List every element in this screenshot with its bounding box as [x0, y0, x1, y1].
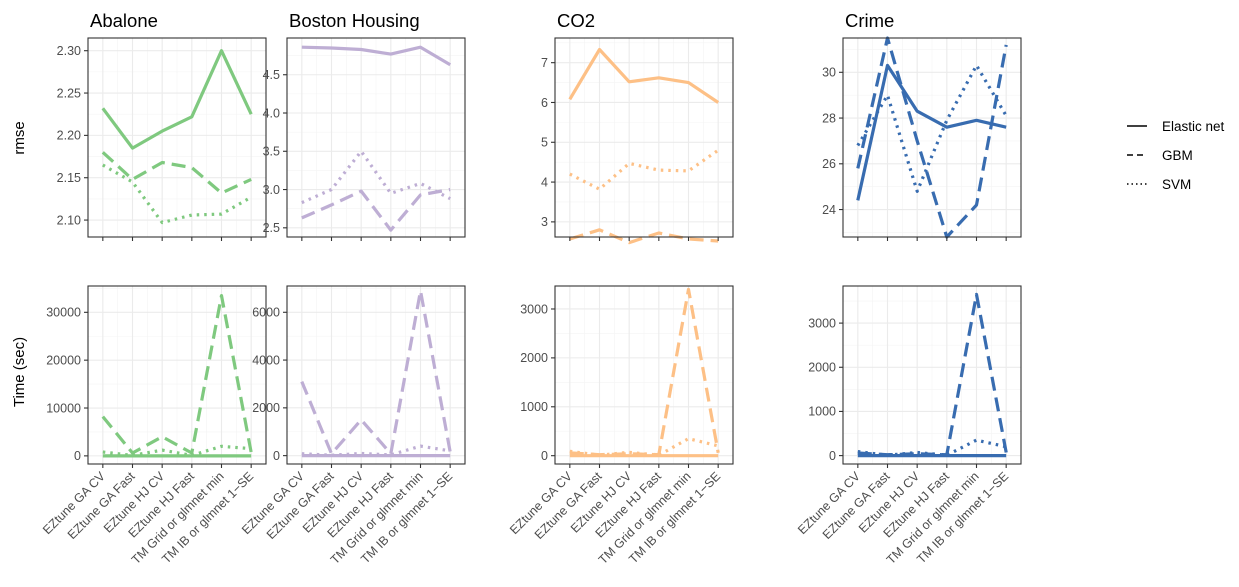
panel-border — [286, 37, 466, 238]
y-tick-label: 0 — [541, 449, 548, 463]
y-tick-label: 4.5 — [263, 68, 280, 82]
panel-border — [554, 285, 734, 465]
legend-item-elastic-net: Elastic net — [1127, 119, 1225, 134]
y-tick-label: 4 — [541, 175, 548, 189]
y-tick-label: 4000 — [252, 353, 280, 367]
series-line-crime-rmse-svm — [856, 63, 1008, 193]
panel-co2-time: 0 1000 2000 3000 — [520, 285, 734, 468]
panel-border — [87, 37, 267, 238]
facet-title-crime: Crime — [845, 10, 894, 31]
panel-border — [554, 37, 734, 238]
series-line-boston-housing-time-svm — [301, 444, 451, 457]
y-tick-label: 4.0 — [263, 106, 280, 120]
facet-strip-titles: Abalone Boston Housing CO2 Crime — [90, 10, 894, 31]
y-tick-label: 0 — [273, 449, 280, 463]
panel-abalone-time: 0 10000 20000 30000 — [46, 285, 267, 468]
y-tick-label: 0 — [74, 449, 81, 463]
panel-border — [842, 37, 1022, 238]
y-tick-label: 3 — [541, 215, 548, 229]
y-tick-label: 20000 — [46, 353, 81, 367]
series-line-abalone-rmse-elastic-net — [101, 49, 253, 150]
legend-item-gbm: GBM — [1127, 148, 1193, 163]
series-line-abalone-time-svm — [102, 444, 252, 457]
y-tick-label: 2000 — [252, 401, 280, 415]
y-axis-title-time: Time (sec) — [11, 337, 28, 407]
legend-label: SVM — [1162, 177, 1191, 192]
y-tick-label: 2000 — [520, 351, 548, 365]
y-tick-label: 1000 — [808, 405, 836, 419]
series-line-crime-time-svm — [857, 438, 1007, 457]
y-tick-label: 2.25 — [57, 86, 81, 100]
panel-border — [842, 285, 1022, 465]
y-tick-label: 30000 — [46, 306, 81, 320]
y-tick-label: 2.30 — [57, 44, 81, 58]
y-tick-label: 3000 — [520, 302, 548, 316]
y-tick-label: 2.20 — [57, 129, 81, 143]
y-axis-title-rmse: rmse — [11, 121, 28, 154]
series-line-crime-rmse-gbm — [856, 36, 1008, 239]
series-line-boston-housing-rmse-elastic-net — [301, 45, 452, 67]
panel-border — [286, 285, 466, 465]
legend-label: GBM — [1162, 148, 1193, 163]
facet-panels: 2.102.152.202.252.3001000020000300002.53… — [46, 36, 1022, 468]
panel-boston-housing-rmse: 2.5 3.0 3.5 4.0 4.5 — [263, 37, 466, 241]
y-tick-label: 28 — [822, 111, 836, 125]
y-tick-label: 24 — [822, 203, 836, 217]
legend-label: Elastic net — [1162, 119, 1225, 134]
y-tick-label: 3.0 — [263, 183, 280, 197]
y-tick-label: 0 — [829, 449, 836, 463]
y-tick-label: 2000 — [808, 361, 836, 375]
facet-title-boston-housing: Boston Housing — [289, 10, 420, 31]
facet-title-abalone: Abalone — [90, 10, 158, 31]
series-line-co2-rmse-elastic-net — [568, 47, 720, 104]
y-tick-label: 2.5 — [263, 221, 280, 235]
y-tick-label: 26 — [822, 157, 836, 171]
series-line-boston-housing-rmse-gbm — [301, 187, 451, 232]
y-tick-label: 30 — [822, 66, 836, 80]
y-tick-label: 3.5 — [263, 145, 280, 159]
series-line-abalone-rmse-gbm — [101, 151, 252, 195]
legend: Elastic net GBM SVM — [1127, 119, 1225, 192]
series-line-co2-time-svm — [569, 437, 719, 457]
panel-crime-time: 0 1000 2000 3000 — [808, 285, 1022, 468]
series-line-abalone-rmse-svm — [102, 163, 252, 225]
y-tick-label: 3000 — [808, 316, 836, 330]
series-line-boston-housing-time-gbm — [300, 289, 452, 456]
series-line-boston-housing-rmse-svm — [301, 149, 451, 205]
panel-boston-housing-time: 0 2000 4000 6000 — [252, 285, 466, 468]
facet-title-co2: CO2 — [557, 10, 595, 31]
y-tick-label: 1000 — [520, 400, 548, 414]
series-line-abalone-time-gbm — [101, 294, 253, 455]
y-tick-label: 2.15 — [57, 171, 81, 185]
y-tick-label: 7 — [541, 56, 548, 70]
y-tick-label: 6 — [541, 96, 548, 110]
series-line-co2-rmse-gbm — [569, 228, 719, 245]
panel-abalone-rmse: 2.10 2.15 2.20 2.25 2.30 — [57, 37, 267, 241]
y-tick-label: 5 — [541, 136, 548, 150]
y-tick-label: 2.10 — [57, 213, 81, 227]
series-line-crime-rmse-elastic-net — [856, 63, 1007, 201]
panel-co2-rmse: 3 4 5 6 7 — [541, 37, 734, 245]
y-tick-label: 10000 — [46, 401, 81, 415]
panel-border — [87, 285, 267, 465]
panel-crime-rmse: 24 26 28 30 — [822, 36, 1022, 241]
y-tick-label: 6000 — [252, 306, 280, 320]
legend-item-svm: SVM — [1127, 177, 1191, 192]
